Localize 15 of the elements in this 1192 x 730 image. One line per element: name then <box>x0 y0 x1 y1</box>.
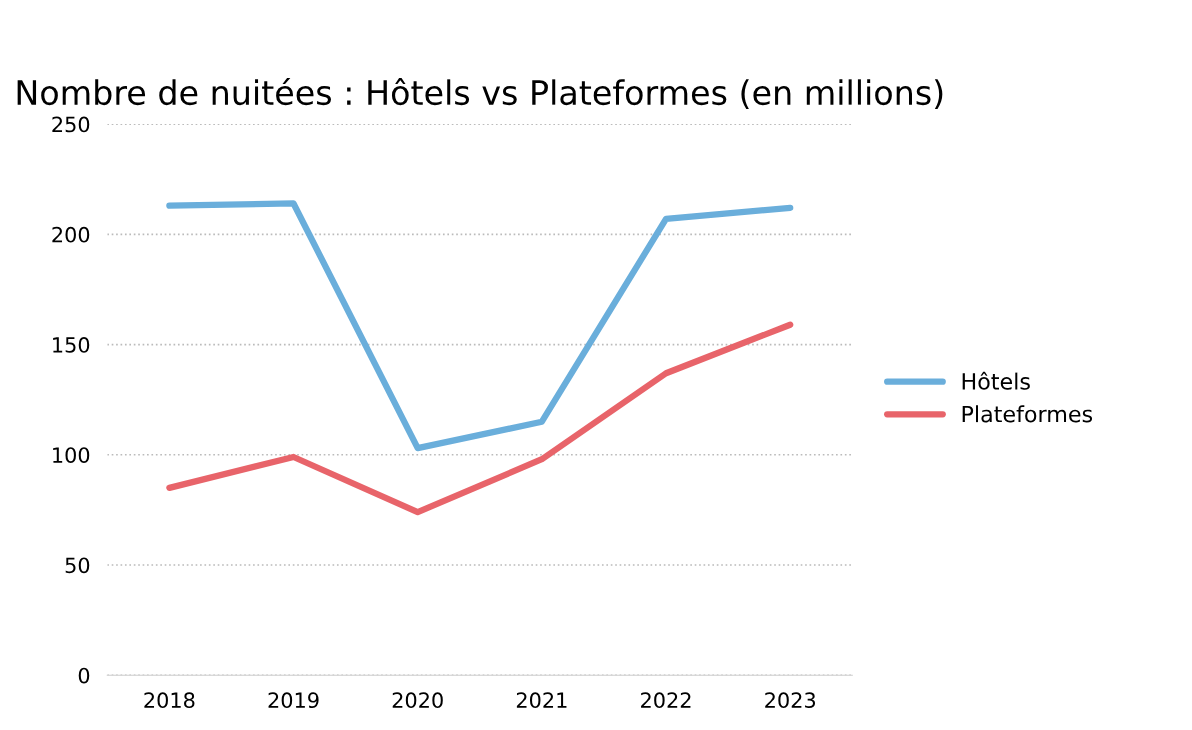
x-tick-label: 2020 <box>392 692 443 709</box>
y-tick-label: 50 <box>65 557 90 574</box>
x-tick-label: 2023 <box>765 692 816 709</box>
y-tick-label: 0 <box>78 667 90 684</box>
x-tick-label: 2022 <box>641 692 691 709</box>
y-tick-label: 150 <box>53 337 90 353</box>
y-tick-label: 250 <box>52 116 90 133</box>
y-tick-label: 200 <box>52 226 90 243</box>
legend-label: Plateformes <box>962 405 1093 423</box>
x-tick-label: 2018 <box>144 692 195 709</box>
x-tick-label: 2021 <box>516 692 567 709</box>
chart-title: Nombre de nuitées : Hôtels vs Plateformes (en millions) <box>17 77 943 110</box>
x-tick-label: 2019 <box>268 692 319 709</box>
y-tick-label: 100 <box>53 447 90 463</box>
legend-label: Hôtels <box>962 371 1030 390</box>
